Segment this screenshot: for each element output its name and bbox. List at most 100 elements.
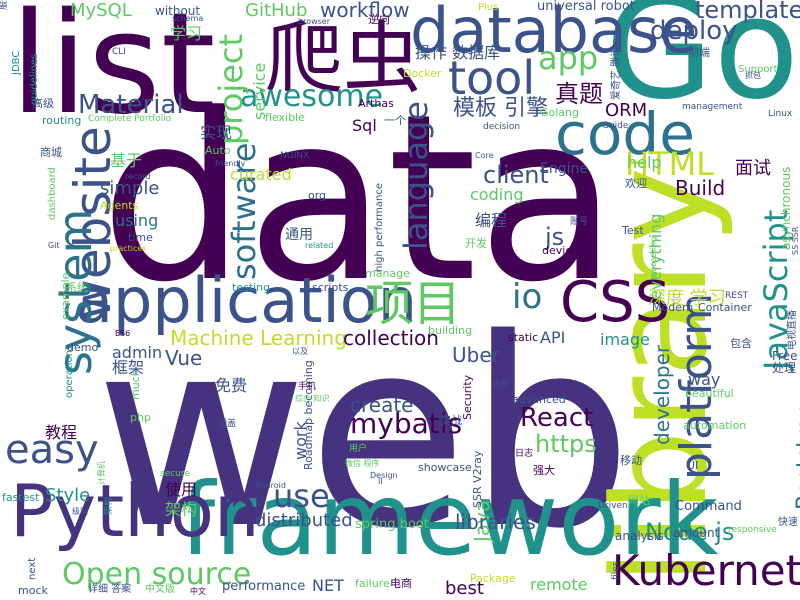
word-cloud-term: fastest [2,491,40,504]
word-cloud-term: Agents [100,199,139,212]
word-cloud-term: Node js [645,518,735,546]
word-cloud-term: React [520,403,594,433]
word-cloud-term: Support [738,64,778,75]
word-cloud-term: 移动 [620,454,642,467]
word-cloud-term: record [125,172,151,181]
word-cloud-term: secure [160,469,190,479]
word-cloud-term: CLI [112,47,126,57]
word-cloud-term: CSS [560,270,671,335]
word-cloud-term: processing [649,236,658,280]
word-cloud-term: Kubernetes [612,546,800,595]
word-cloud-term: 实战 [440,414,462,427]
word-cloud-term: 抓包 [745,71,761,80]
word-cloud-term: Modern [652,301,694,314]
word-cloud-term: Linux [768,109,793,119]
word-cloud-term: example [59,272,72,320]
word-cloud-term: tool [448,51,536,105]
word-cloud-term: device [542,244,579,257]
word-cloud-term: Build [675,176,726,200]
word-cloud-term: high performance [374,182,385,272]
word-cloud-term: schema [172,14,204,23]
word-cloud-term: friendly [215,159,246,168]
word-cloud-term: create [350,393,414,417]
word-cloud-term: distributed [255,510,353,531]
word-cloud-term: libraries [455,510,536,534]
word-cloud-term: 爬虫 [265,14,422,104]
word-cloud-term: 面试 [735,158,771,179]
word-cloud-term: data [100,66,619,333]
word-cloud-term: API [540,328,566,347]
word-cloud-term: Arthas [358,97,394,110]
word-cloud-term: 级别 [72,507,88,516]
word-cloud-term: without [155,4,201,18]
word-cloud-term: Roadmap becoming [302,360,315,470]
word-cloud-term: workflow [320,0,410,22]
word-cloud-term: image [600,330,650,349]
word-cloud-term: Driven [598,501,628,511]
word-cloud-term: 学习 [170,24,203,43]
word-cloud-term: 手机 [298,382,317,392]
word-cloud-term: 中文 [190,587,206,596]
word-cloud-term: Vue [165,346,203,370]
word-cloud-term: Core [475,151,494,160]
word-cloud-term: 前端 [688,46,710,59]
word-cloud-term: failure [355,577,390,590]
word-cloud-term: analysis [615,529,664,543]
word-cloud-term: Machine Learning [170,326,347,350]
word-cloud-term: mock [18,584,48,597]
word-cloud-term: js [545,223,565,251]
word-cloud-term: responsive [728,525,777,535]
word-cloud-term: 架构 [165,500,198,519]
word-cloud-term: Package [470,572,516,585]
word-cloud-term: 电商 [390,577,412,590]
word-cloud-term: NGINX [280,151,310,161]
word-cloud-term: collection [343,326,439,350]
word-cloud-term: 快速 [778,517,798,528]
word-cloud-term: use [273,477,330,515]
word-cloud-term: dashboard [47,167,58,220]
word-cloud-term: Material [78,90,184,120]
word-cloud-term: Free [772,349,798,363]
word-cloud-term: 基于 [110,151,143,170]
word-cloud-term: Style [45,485,91,506]
word-cloud-term: remote [530,575,588,594]
word-cloud-term: ORM [605,100,648,121]
word-cloud-term: management [682,102,743,112]
word-cloud-term: 编程 [475,211,508,230]
word-cloud-term: flexible [265,111,305,124]
word-cloud-term: 欢迎 [625,177,647,190]
word-cloud-term: JDBC [11,50,22,75]
word-cloud-term: scripts [312,281,349,294]
word-cloud-term: Complete Portfolio [88,114,172,124]
word-cloud-term: way [688,370,721,389]
word-cloud-term: 框架 [112,358,145,377]
word-cloud-term: 中文版 [145,584,175,595]
word-cloud-term: Container [698,301,752,314]
word-cloud-term: template [695,0,800,24]
word-cloud-term: HTML [625,145,715,183]
word-cloud-term: 强大 [533,464,555,477]
word-cloud-term: next [27,557,38,580]
word-cloud-term: 语音 [492,379,508,388]
word-cloud-term: easy [5,427,99,473]
word-cloud-term: Golang [540,106,580,119]
word-cloud-term: 详细 答案 [88,584,132,595]
word-cloud-term: curated [230,165,292,184]
word-cloud-term: app [538,39,599,77]
word-cloud-term: Auto [205,144,231,157]
word-cloud-term: 深度 学习 [648,288,726,309]
word-cloud-term: Uber [452,343,500,367]
word-cloud-term: showcase [418,461,472,474]
word-cloud-term: awesome [240,79,384,114]
word-cloud-term: 真题 [555,80,603,108]
word-cloud-term: 一个 [384,114,406,127]
word-cloud-term: 服务 [0,0,9,10]
word-cloud-term: 计算机 [97,461,106,485]
word-cloud-term: browser [298,17,331,26]
word-cloud-term: routing [42,114,82,127]
word-cloud-term: database [410,0,698,67]
word-cloud-term: Sql [352,116,377,135]
word-cloud-term: help [627,153,662,172]
word-cloud-term: 以及 [292,347,308,356]
word-cloud-term: Open source [62,557,252,592]
